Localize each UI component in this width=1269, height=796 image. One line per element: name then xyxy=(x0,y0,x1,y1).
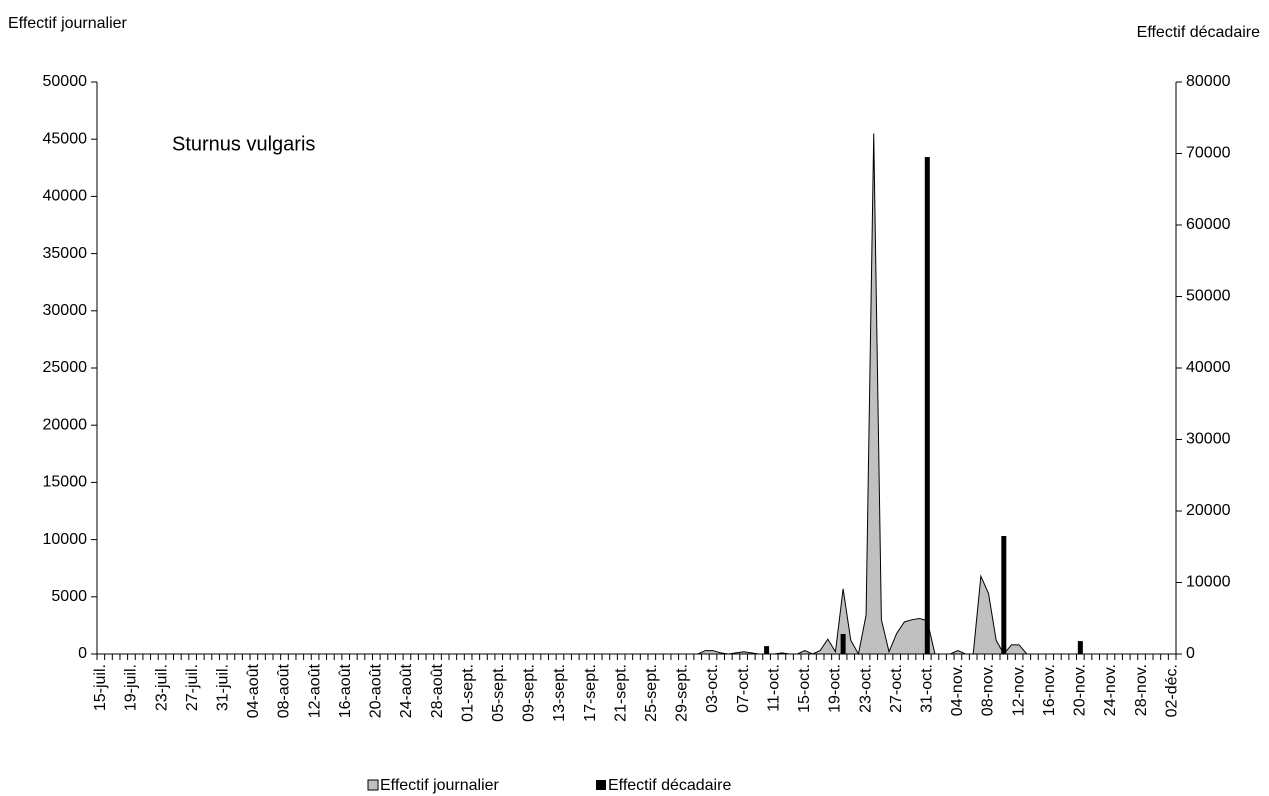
y2-tick-label: 10000 xyxy=(1186,574,1231,591)
legend-label: Effectif journalier xyxy=(380,777,500,794)
y2-tick-label: 50000 xyxy=(1186,288,1231,305)
x-tick-label: 15-oct. xyxy=(796,664,813,713)
x-tick-label: 11-oct. xyxy=(765,664,782,712)
x-tick-label: 08-août xyxy=(276,663,293,718)
x-tick-label: 02-déc. xyxy=(1163,664,1180,717)
y2-axis-title: Effectif décadaire xyxy=(1137,24,1260,41)
x-tick-label: 25-sept. xyxy=(643,664,660,722)
x-tick-label: 15-juil. xyxy=(92,664,109,711)
x-tick-label: 24-août xyxy=(398,663,415,718)
y-tick-label: 15000 xyxy=(43,474,88,491)
y2-tick-label: 60000 xyxy=(1186,216,1231,233)
y-tick-label: 45000 xyxy=(43,130,88,147)
x-tick-label: 16-nov. xyxy=(1041,664,1058,716)
x-tick-label: 20-août xyxy=(368,663,385,718)
y-tick-label: 25000 xyxy=(43,359,88,376)
area xyxy=(100,133,1173,656)
x-tick-label: 12-nov. xyxy=(1010,664,1027,716)
y-tick-label: 20000 xyxy=(43,416,88,433)
y-tick-label: 5000 xyxy=(51,588,87,605)
x-tick-label: 27-juil. xyxy=(184,664,201,711)
legend-label: Effectif décadaire xyxy=(608,777,731,794)
bar xyxy=(840,633,846,654)
x-tick-label: 28-août xyxy=(429,663,446,718)
x-tick-label: 31-oct. xyxy=(919,664,936,713)
annotation: Sturnus vulgaris xyxy=(172,133,315,155)
y-tick-label: 0 xyxy=(78,645,87,662)
x-tick-label: 13-sept. xyxy=(551,664,568,722)
x-tick-label: 01-sept. xyxy=(459,664,476,722)
x-tick-label: 19-juil. xyxy=(123,664,140,711)
x-tick-label: 28-nov. xyxy=(1133,664,1150,716)
bar xyxy=(924,157,930,654)
x-tick-label: 12-août xyxy=(306,663,323,718)
y2-tick-label: 20000 xyxy=(1186,502,1231,519)
y-tick-label: 40000 xyxy=(43,188,88,205)
x-tick-label: 31-juil. xyxy=(214,664,231,711)
legend-swatch xyxy=(596,780,606,790)
x-tick-label: 23-oct. xyxy=(857,664,874,713)
x-tick-label: 04-nov. xyxy=(949,664,966,716)
x-tick-label: 04-août xyxy=(245,663,262,718)
x-tick-label: 05-sept. xyxy=(490,664,507,722)
bar xyxy=(1001,536,1007,654)
x-tick-label: 21-sept. xyxy=(612,664,629,722)
x-tick-label: 24-nov. xyxy=(1102,664,1119,716)
x-tick-label: 17-sept. xyxy=(582,664,599,722)
y2-tick-label: 30000 xyxy=(1186,431,1231,448)
x-tick-label: 03-oct. xyxy=(704,664,721,713)
x-tick-label: 20-nov. xyxy=(1072,664,1089,716)
y-tick-label: 10000 xyxy=(43,531,88,548)
bar xyxy=(1077,641,1083,654)
y2-tick-label: 80000 xyxy=(1186,73,1231,90)
legend-swatch xyxy=(367,779,379,791)
x-tick-label: 23-juil. xyxy=(153,664,170,711)
x-tick-label: 27-oct. xyxy=(888,664,905,713)
x-tick-label: 07-oct. xyxy=(735,664,752,713)
y2-tick-label: 40000 xyxy=(1186,359,1231,376)
y-axis-title: Effectif journalier xyxy=(8,15,128,32)
x-tick-label: 16-août xyxy=(337,663,354,718)
x-tick-label: 09-sept. xyxy=(521,664,538,722)
y2-tick-label: 70000 xyxy=(1186,145,1231,162)
y-tick-label: 35000 xyxy=(43,245,88,262)
x-tick-label: 19-oct. xyxy=(827,664,844,713)
y2-tick-label: 0 xyxy=(1186,645,1195,662)
y-tick-label: 50000 xyxy=(43,73,88,90)
bar xyxy=(764,646,770,654)
y-tick-label: 30000 xyxy=(43,302,88,319)
x-tick-label: 08-nov. xyxy=(980,664,997,716)
x-tick-label: 29-sept. xyxy=(674,664,691,722)
